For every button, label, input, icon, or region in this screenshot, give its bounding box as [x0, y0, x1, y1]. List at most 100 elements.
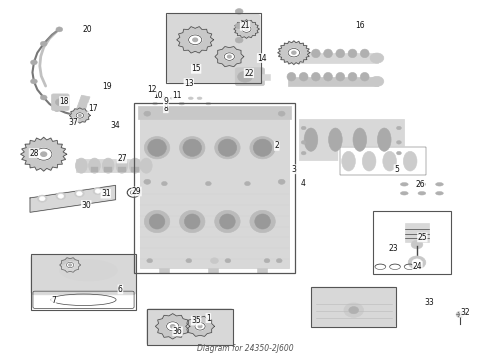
Ellipse shape — [145, 210, 170, 233]
Bar — [140, 108, 289, 187]
Ellipse shape — [416, 190, 428, 197]
Text: 10: 10 — [153, 91, 163, 100]
Circle shape — [288, 49, 299, 57]
Text: 23: 23 — [388, 244, 398, 253]
Ellipse shape — [89, 158, 100, 173]
Polygon shape — [155, 314, 190, 339]
Circle shape — [349, 307, 359, 314]
Circle shape — [301, 126, 306, 130]
Text: 32: 32 — [460, 308, 470, 317]
Ellipse shape — [149, 214, 165, 229]
Circle shape — [30, 79, 37, 84]
Ellipse shape — [153, 102, 158, 105]
FancyBboxPatch shape — [167, 14, 260, 82]
Text: 21: 21 — [240, 21, 250, 30]
Text: 19: 19 — [102, 82, 112, 91]
Ellipse shape — [250, 136, 275, 159]
Polygon shape — [21, 137, 67, 171]
Text: 4: 4 — [300, 179, 305, 188]
Text: 17: 17 — [88, 104, 98, 113]
Ellipse shape — [329, 128, 342, 151]
Bar — [104, 167, 112, 172]
Ellipse shape — [418, 192, 426, 195]
Ellipse shape — [206, 102, 211, 105]
Polygon shape — [177, 27, 214, 53]
Text: 24: 24 — [413, 262, 422, 271]
Circle shape — [245, 181, 250, 186]
Ellipse shape — [188, 108, 193, 110]
Bar — [159, 268, 169, 273]
Circle shape — [144, 179, 151, 184]
Circle shape — [93, 188, 103, 195]
Bar — [74, 95, 90, 116]
Bar — [340, 147, 426, 175]
Ellipse shape — [75, 158, 87, 173]
Ellipse shape — [179, 136, 205, 159]
Polygon shape — [234, 20, 259, 38]
Ellipse shape — [197, 97, 202, 99]
Circle shape — [276, 258, 282, 263]
Ellipse shape — [161, 97, 166, 99]
Ellipse shape — [287, 72, 296, 81]
Circle shape — [412, 259, 422, 266]
Circle shape — [198, 325, 202, 328]
Text: 3: 3 — [292, 165, 296, 174]
Ellipse shape — [215, 136, 240, 159]
Circle shape — [240, 23, 260, 37]
Circle shape — [39, 197, 45, 201]
Bar — [76, 159, 149, 172]
Circle shape — [30, 60, 37, 65]
Circle shape — [186, 258, 192, 263]
Circle shape — [242, 26, 251, 32]
Bar — [288, 53, 378, 63]
Circle shape — [245, 28, 248, 30]
Circle shape — [344, 303, 364, 317]
Circle shape — [66, 262, 74, 268]
Circle shape — [292, 51, 296, 54]
Circle shape — [301, 140, 306, 144]
Circle shape — [95, 189, 101, 193]
Bar — [208, 268, 218, 273]
Ellipse shape — [418, 183, 426, 186]
Bar — [373, 211, 451, 274]
Circle shape — [195, 323, 205, 330]
Circle shape — [235, 23, 243, 29]
Circle shape — [408, 256, 426, 269]
Circle shape — [171, 325, 175, 328]
Ellipse shape — [129, 158, 141, 173]
Ellipse shape — [215, 108, 220, 110]
Ellipse shape — [287, 49, 296, 58]
Ellipse shape — [360, 72, 369, 81]
Circle shape — [56, 193, 66, 200]
Ellipse shape — [148, 139, 166, 156]
Circle shape — [167, 322, 179, 331]
Ellipse shape — [59, 260, 117, 281]
Polygon shape — [186, 316, 215, 336]
Ellipse shape — [353, 128, 367, 151]
Bar — [134, 103, 295, 273]
Ellipse shape — [436, 192, 443, 195]
Circle shape — [53, 107, 60, 112]
Circle shape — [238, 71, 252, 82]
Bar — [257, 268, 267, 273]
Circle shape — [411, 240, 423, 249]
Circle shape — [227, 55, 231, 58]
Polygon shape — [278, 41, 310, 64]
Polygon shape — [215, 46, 244, 67]
Text: 6: 6 — [118, 285, 123, 294]
Circle shape — [370, 53, 384, 63]
Text: 12: 12 — [147, 85, 157, 94]
Circle shape — [78, 114, 81, 116]
Bar — [338, 146, 428, 176]
Circle shape — [211, 258, 219, 264]
Ellipse shape — [400, 183, 408, 186]
Ellipse shape — [299, 72, 308, 81]
Ellipse shape — [403, 151, 417, 171]
Ellipse shape — [436, 183, 443, 186]
Text: 18: 18 — [59, 96, 69, 105]
Circle shape — [224, 53, 235, 60]
Circle shape — [41, 152, 47, 156]
Ellipse shape — [184, 214, 200, 229]
Bar — [288, 77, 378, 86]
Circle shape — [235, 37, 243, 43]
